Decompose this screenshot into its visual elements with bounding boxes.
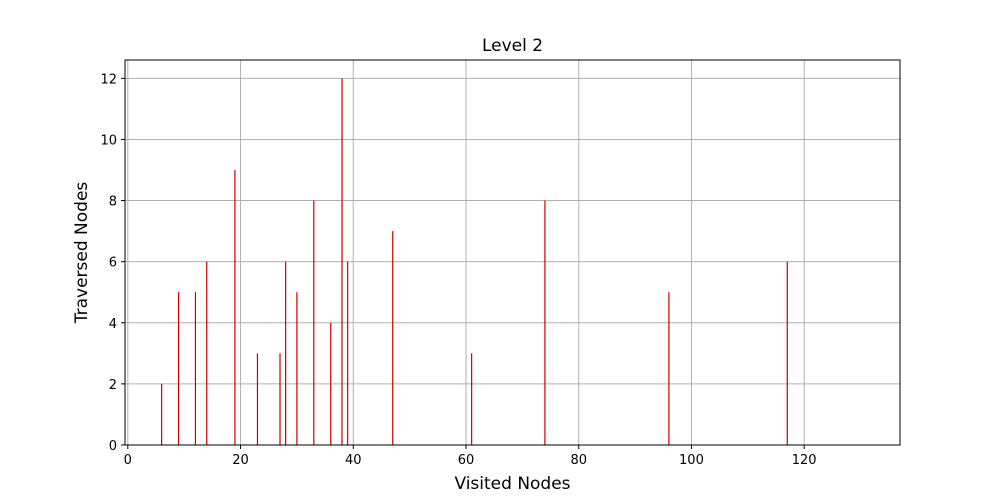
bar (161, 383, 163, 445)
bar (392, 231, 394, 445)
bar (279, 353, 281, 445)
y-tick-label: 8 (109, 195, 117, 210)
y-axis-label: Traversed Nodes (72, 182, 92, 325)
x-tick-label: 60 (458, 453, 475, 468)
bar (285, 261, 287, 445)
x-tick-label: 120 (792, 453, 817, 468)
y-tick-label: 0 (109, 439, 117, 454)
x-tick-label: 0 (124, 453, 132, 468)
bar (234, 170, 236, 445)
bar (206, 261, 208, 445)
bar (296, 292, 298, 445)
y-tick-label: 10 (100, 133, 117, 148)
x-tick-label: 40 (345, 453, 362, 468)
bar (313, 200, 315, 445)
bar (786, 261, 788, 445)
x-tick-label: 20 (232, 453, 249, 468)
bar (668, 292, 670, 445)
bar (341, 78, 343, 445)
x-tick-label: 80 (570, 453, 587, 468)
plot-frame (124, 59, 901, 446)
ticks: 0 20 40 60 80 100 120 0 2 4 6 8 10 12 (100, 72, 816, 468)
bar (330, 322, 332, 445)
x-tick-label: 100 (679, 453, 704, 468)
y-tick-label: 12 (100, 72, 117, 87)
x-axis-label: Visited Nodes (454, 474, 570, 494)
bars (161, 78, 788, 445)
bar (256, 353, 259, 445)
y-tick-label: 4 (109, 317, 117, 332)
bar (544, 200, 546, 445)
bar (194, 292, 197, 445)
bar (347, 261, 349, 445)
bar (177, 292, 180, 445)
y-tick-label: 2 (109, 378, 117, 393)
y-tick-label: 6 (109, 256, 117, 271)
grid (125, 60, 900, 446)
bar (471, 353, 473, 445)
chart-title: Level 2 (482, 36, 543, 56)
